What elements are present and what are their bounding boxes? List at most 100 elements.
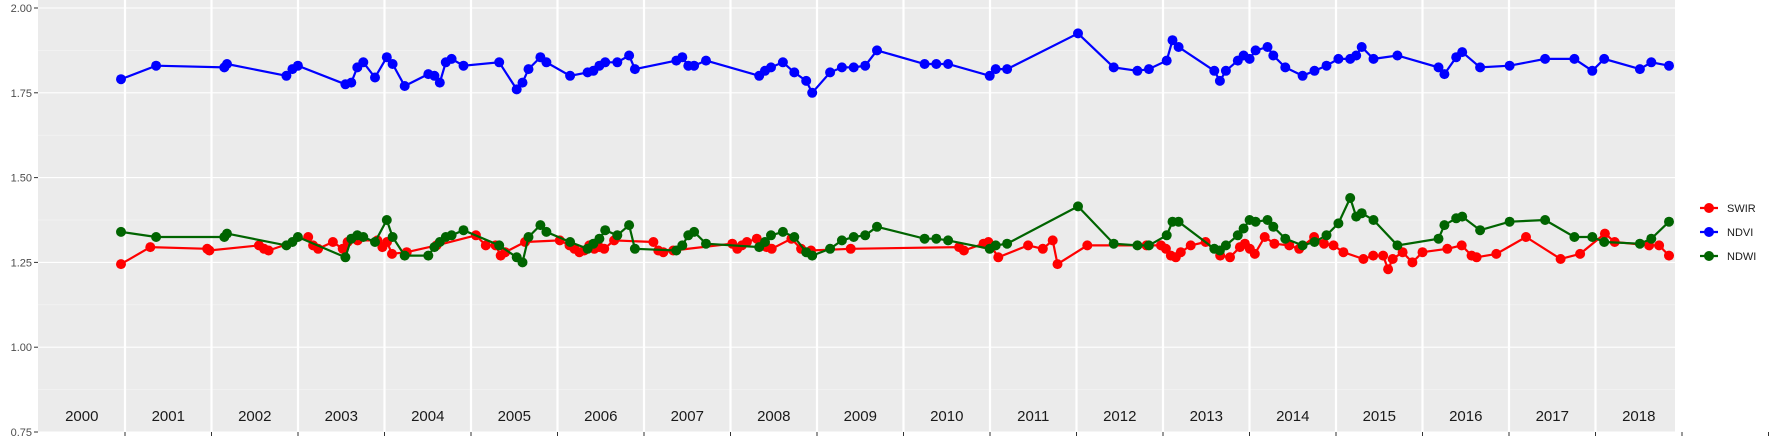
ndwi-data-point (943, 235, 954, 246)
swir-data-point (1575, 248, 1586, 259)
ndvi-data-point (1392, 50, 1403, 61)
ndwi-legend-key (1704, 251, 1714, 261)
ndwi-data-point (523, 232, 534, 242)
swir-data-point (263, 245, 274, 256)
swir-data-point (1387, 254, 1398, 264)
ndvi-data-point (370, 72, 380, 83)
year-label: 2015 (1363, 408, 1396, 425)
ndvi-data-point (292, 60, 303, 71)
ndvi-data-point (458, 60, 469, 71)
year-label: 2018 (1622, 408, 1655, 425)
swir-data-point (1521, 232, 1531, 242)
swir-data-point (1023, 240, 1034, 251)
ndwi-data-point (1475, 225, 1486, 236)
ndvi-data-point (825, 67, 836, 78)
swir-data-point (958, 245, 969, 256)
ndwi-data-point (370, 237, 380, 247)
ndwi-data-point (689, 226, 700, 237)
ndwi-data-point (1268, 221, 1279, 232)
ndvi-legend-label: NDVI (1727, 227, 1753, 239)
ndvi-data-point (1540, 53, 1551, 64)
ndvi-data-point (1351, 50, 1362, 61)
ndvi-data-point (1108, 62, 1119, 73)
ndwi-data-point (701, 238, 711, 249)
ndvi-data-point (151, 60, 162, 71)
ndvi-data-point (1646, 57, 1657, 68)
ndvi-data-point (387, 59, 398, 69)
ndwi-data-point (1002, 238, 1013, 249)
swir-data-point (658, 247, 669, 258)
ndvi-data-point (1309, 65, 1320, 76)
year-label: 2014 (1276, 408, 1309, 425)
ndwi-data-point (494, 240, 505, 251)
swir-data-point (1328, 240, 1339, 251)
swir-data-point (1259, 232, 1270, 242)
ndwi-data-point (860, 230, 871, 241)
ndwi-data-point (624, 220, 635, 231)
year-label: 2013 (1190, 408, 1223, 425)
swir-data-point (1654, 240, 1665, 251)
ndwi-data-point (1504, 216, 1515, 227)
ndvi-data-point (1504, 60, 1515, 71)
ndvi-data-point (1664, 60, 1674, 71)
swir-data-point (1491, 248, 1502, 259)
ndvi-data-point (1368, 53, 1379, 64)
ndwi-data-point (1238, 223, 1249, 234)
ndvi-data-point (429, 70, 440, 81)
ndwi-data-point (990, 240, 1001, 251)
swir-data-point (500, 247, 511, 258)
swir-data-point (1407, 257, 1418, 268)
year-label: 2002 (238, 408, 271, 425)
swir-data-point (1185, 240, 1196, 251)
ndvi-data-point (766, 62, 776, 73)
ndvi-data-point (517, 77, 528, 88)
ndwi-data-point (789, 232, 800, 242)
ndvi-data-point (511, 84, 522, 95)
y-tick-label: 1.50 (11, 173, 32, 185)
ndwi-data-point (677, 240, 688, 251)
y-tick-label: 1.25 (11, 257, 32, 269)
ndwi-data-point (919, 233, 930, 244)
ndvi-data-point (990, 64, 1001, 75)
swir-data-point (599, 243, 610, 254)
ndwi-data-point (1161, 230, 1172, 241)
ndwi-data-point (1232, 230, 1243, 241)
ndvi-data-point (1244, 53, 1255, 64)
ndwi-data-point (760, 237, 770, 247)
ndvi-data-point (1002, 64, 1013, 75)
ndwi-data-point (1634, 238, 1645, 249)
y-axis: 0.75 1.00 1.25 1.50 1.75 2.00 (11, 3, 38, 439)
ndwi-data-point (1073, 201, 1083, 212)
year-label: 2017 (1536, 408, 1569, 425)
ndvi-data-point (848, 62, 859, 73)
swir-data-point (387, 248, 397, 259)
swir-data-point (648, 237, 659, 247)
swir-data-point (116, 259, 126, 270)
ndwi-data-point (1569, 232, 1580, 242)
swir-data-point (1368, 250, 1379, 261)
ndwi-data-point (116, 226, 126, 237)
ndwi-data-point (1297, 240, 1308, 251)
ndwi-data-point (1321, 230, 1332, 241)
ndvi-data-point (872, 45, 882, 56)
ndvi-data-point (1457, 47, 1468, 58)
ndvi-data-point (1439, 69, 1450, 80)
swir-data-point (1383, 264, 1394, 275)
swir-data-point (204, 245, 215, 256)
swir-data-point (145, 242, 156, 253)
ndvi-data-point (801, 75, 812, 86)
year-label: 2004 (411, 408, 444, 425)
ndwi-data-point (1664, 216, 1674, 227)
swir-data-point (1456, 240, 1467, 251)
swir-data-point (327, 237, 338, 247)
year-label: 2006 (584, 408, 617, 425)
ndvi-data-point (222, 59, 232, 69)
ndwi-data-point (1280, 233, 1291, 244)
swir-data-point (1249, 248, 1260, 259)
ndvi-legend-key (1704, 227, 1714, 237)
legend: SWIR NDVI NDWI (1700, 203, 1756, 263)
ndvi-data-point (1268, 50, 1279, 61)
ndvi-data-point (381, 52, 392, 63)
ndwi-data-point (517, 257, 528, 268)
ndvi-data-point (1073, 28, 1083, 39)
